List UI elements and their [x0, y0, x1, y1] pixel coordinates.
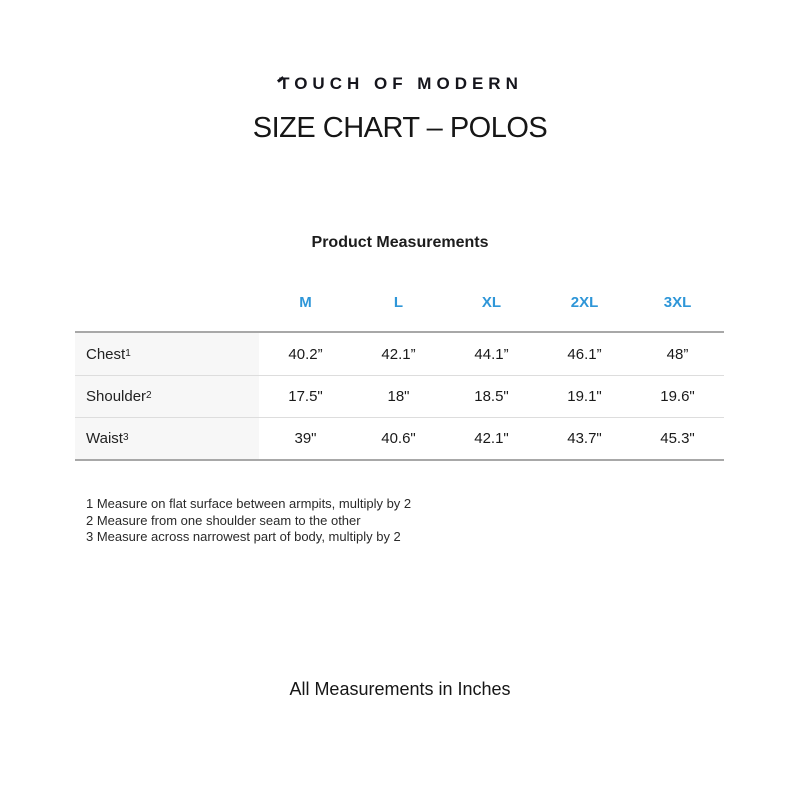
cell-value: 18": [387, 388, 410, 405]
cell-value: 44.1”: [474, 345, 509, 363]
cell-value: 46.1”: [567, 345, 602, 363]
header-spacer: [75, 293, 259, 331]
size-chart-table: M L XL 2XL 3XL Chest 1 40.2” 42.1” 44.1” …: [75, 293, 724, 461]
cell-value: 39": [294, 430, 317, 447]
cell-value: 42.1”: [381, 345, 416, 363]
table-header-row: M L XL 2XL 3XL: [75, 293, 724, 331]
cell-value: 45.3": [660, 430, 695, 447]
footnote-ref: 2: [146, 390, 152, 401]
cell-value: 18.5": [474, 388, 509, 405]
table-row-waist: Waist 3 39" 40.6" 42.1" 43.7" 45.3": [75, 417, 724, 459]
brand-logo: TOUCH OF MODERN: [0, 74, 800, 94]
table-row-chest: Chest 1 40.2” 42.1” 44.1” 46.1” 48”: [75, 333, 724, 375]
cell-value: 17.5": [288, 388, 323, 405]
cell-value: 19.6": [660, 388, 695, 405]
brand-name: TOUCH OF MODERN: [279, 74, 523, 93]
column-header-2xl: 2XL: [570, 294, 599, 311]
table-row-shoulder: Shoulder 2 17.5" 18" 18.5" 19.1" 19.6": [75, 375, 724, 417]
footnote-ref: 3: [122, 432, 129, 443]
cell-value: 42.1": [474, 430, 509, 447]
footnote-line: 2 Measure from one shoulder seam to the …: [86, 512, 361, 528]
cell-value: 43.7": [567, 430, 602, 447]
column-header-l: L: [393, 294, 404, 311]
footer-note: All Measurements in Inches: [289, 679, 511, 699]
cell-value: 48”: [666, 345, 689, 363]
column-header-xl: XL: [481, 294, 502, 311]
footnote-line: 1 Measure on flat surface between armpit…: [86, 496, 412, 511]
page-title: SIZE CHART – POLOS: [252, 112, 548, 144]
footnotes: 1 Measure on flat surface between armpit…: [86, 496, 411, 546]
cell-value: 40.2”: [288, 345, 323, 363]
cell-value: 19.1": [567, 388, 602, 405]
row-label: Shoulder 2: [75, 376, 259, 417]
table-body: Chest 1 40.2” 42.1” 44.1” 46.1” 48” Shoul…: [75, 331, 724, 461]
column-header-m: M: [299, 294, 312, 311]
section-title: Product Measurements: [311, 234, 489, 251]
column-header-3xl: 3XL: [663, 294, 692, 311]
row-label: Waist 3: [75, 418, 259, 459]
row-label: Chest 1: [75, 333, 259, 375]
cell-value: 40.6": [381, 430, 416, 447]
footnote-ref: 1: [125, 347, 131, 359]
footnote-line: 3 Measure across narrowest part of body,…: [86, 529, 401, 544]
